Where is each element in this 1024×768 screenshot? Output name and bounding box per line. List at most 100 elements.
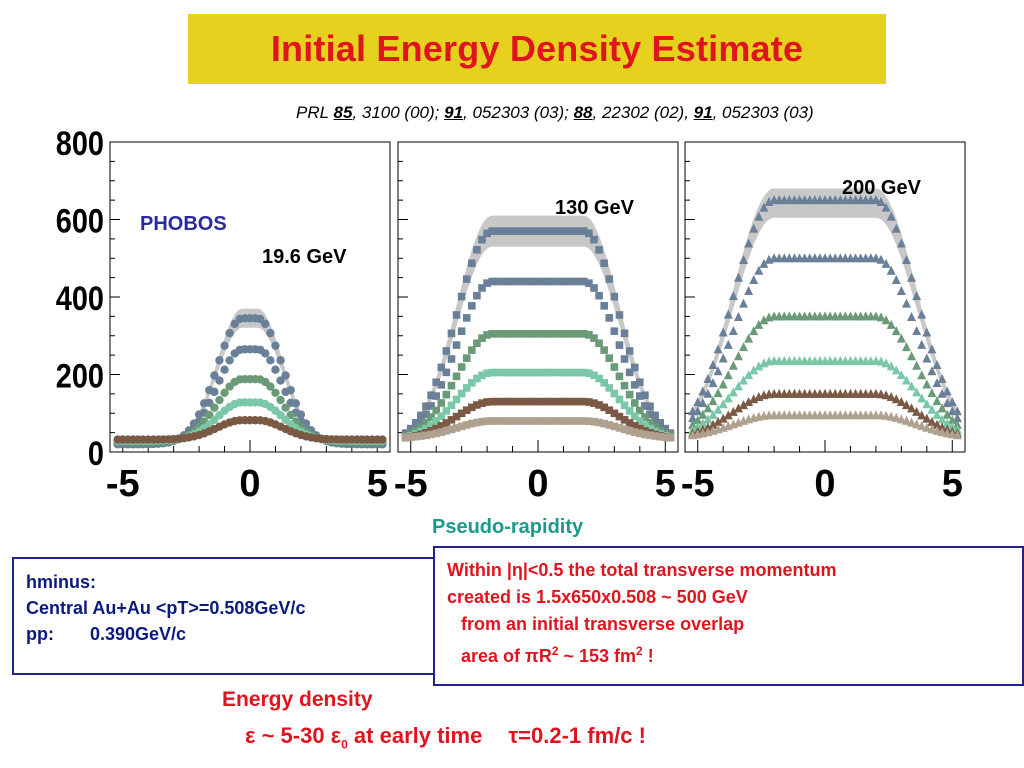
data-point	[215, 356, 224, 365]
x-tick-label: -5	[394, 463, 428, 505]
data-point	[641, 421, 649, 429]
data-point	[590, 399, 598, 407]
data-point	[468, 403, 476, 412]
data-point	[569, 397, 578, 406]
data-point	[754, 211, 764, 221]
data-point	[693, 415, 703, 425]
data-point	[749, 223, 759, 233]
data-point	[718, 327, 728, 337]
data-point	[580, 417, 588, 425]
data-point	[620, 329, 629, 338]
data-point	[688, 419, 698, 429]
data-point	[646, 431, 654, 440]
data-point	[498, 368, 507, 377]
data-point	[462, 406, 471, 414]
data-point	[937, 388, 947, 398]
data-point	[225, 328, 234, 338]
data-point	[559, 417, 568, 425]
data-point	[703, 403, 713, 413]
data-point	[539, 397, 547, 406]
data-point	[574, 277, 583, 286]
data-point	[210, 387, 219, 397]
data-point	[907, 351, 917, 361]
data-point	[281, 387, 290, 397]
data-point	[432, 378, 440, 387]
panel-label-130gev: 130 GeV	[555, 197, 635, 219]
data-point	[518, 277, 527, 286]
reference-citation: PRL 85, 3100 (00); 91, 052303 (03); 88, …	[296, 103, 814, 122]
data-point	[564, 397, 573, 406]
data-point	[646, 410, 654, 419]
data-point	[891, 365, 901, 375]
data-point	[693, 421, 703, 431]
data-point	[912, 419, 922, 429]
data-point	[656, 432, 664, 441]
y-tick-label: 800	[56, 124, 104, 163]
data-point	[937, 422, 947, 432]
data-point	[713, 344, 723, 354]
data-point	[427, 413, 435, 421]
data-point	[615, 412, 624, 421]
data-point	[952, 413, 962, 423]
data-point	[498, 417, 507, 425]
data-point	[723, 393, 733, 403]
data-point	[886, 361, 896, 371]
data-point	[488, 417, 496, 425]
data-point	[708, 419, 718, 429]
data-point	[422, 410, 430, 419]
data-point	[518, 397, 527, 406]
data-point	[595, 418, 603, 427]
data-point	[620, 425, 629, 434]
data-point	[651, 423, 659, 432]
data-point	[703, 422, 713, 432]
data-point	[625, 407, 634, 415]
data-point	[942, 398, 952, 408]
data-point	[473, 246, 481, 254]
data-point	[605, 384, 614, 392]
data-point	[554, 227, 563, 235]
data-point	[417, 432, 425, 440]
data-point	[605, 421, 614, 429]
data-point	[625, 368, 634, 377]
data-point	[220, 365, 229, 374]
data-point	[503, 227, 512, 235]
data-point	[478, 399, 486, 407]
data-point	[891, 223, 901, 233]
data-point	[534, 330, 542, 338]
data-point	[871, 195, 881, 205]
data-point	[447, 425, 456, 434]
data-point	[600, 302, 608, 310]
data-point	[544, 397, 552, 406]
info-left-line2: Central Au+Au <pT>=0.508GeV/c	[26, 598, 306, 618]
data-point	[942, 386, 952, 396]
data-point	[651, 432, 659, 440]
uncertainty-band	[405, 215, 671, 438]
data-point	[478, 334, 486, 342]
data-point	[713, 404, 723, 414]
data-point	[559, 368, 568, 377]
data-point	[630, 381, 639, 389]
data-point	[452, 395, 461, 404]
data-point	[447, 381, 456, 390]
data-point	[723, 309, 733, 319]
data-point	[580, 277, 588, 286]
data-point	[886, 211, 896, 221]
data-point	[462, 314, 471, 322]
data-point	[688, 413, 698, 423]
data-point	[907, 312, 917, 322]
data-point	[932, 396, 942, 406]
data-point	[641, 402, 649, 410]
data-point	[503, 397, 512, 406]
data-point	[452, 372, 461, 381]
data-point	[559, 397, 568, 406]
data-point	[529, 417, 537, 425]
data-point	[266, 328, 275, 338]
data-point	[498, 397, 507, 406]
data-point	[636, 417, 644, 425]
data-point	[276, 376, 285, 385]
data-point	[457, 327, 466, 335]
data-point	[569, 330, 578, 338]
data-point	[549, 368, 558, 377]
data-point	[881, 202, 891, 212]
